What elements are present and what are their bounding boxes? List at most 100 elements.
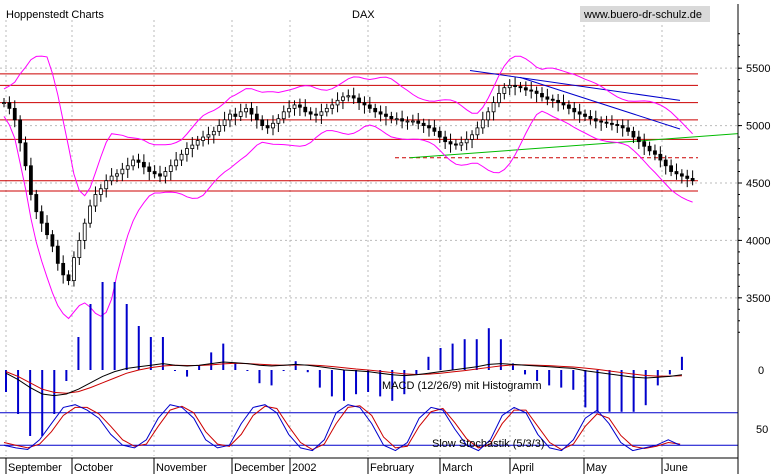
- macd-histogram-bar: [77, 337, 80, 370]
- candle-body: [502, 87, 507, 94]
- candle-body: [206, 134, 211, 138]
- macd-histogram-bar: [17, 370, 20, 414]
- macd-histogram-bar: [125, 304, 128, 370]
- candle-body: [324, 107, 329, 113]
- candle-body: [276, 118, 281, 124]
- candle-body: [599, 120, 604, 123]
- candle-body: [470, 134, 474, 140]
- macd-histogram-bar: [294, 361, 297, 370]
- macd-histogram-bar: [258, 370, 261, 384]
- macd-histogram-bar: [439, 348, 442, 370]
- candle-body: [674, 171, 679, 175]
- macd-histogram-bar: [379, 370, 382, 397]
- stoch-d-line: [3, 405, 681, 451]
- macd-histogram-bar: [89, 304, 92, 370]
- trend-line: [469, 69, 681, 101]
- candle-body: [550, 98, 555, 101]
- candle-body: [292, 104, 297, 109]
- candle-body: [217, 125, 222, 132]
- macd-histogram-bar: [234, 363, 237, 370]
- candle-body: [152, 171, 157, 175]
- candle-body: [518, 86, 523, 89]
- candle-body: [195, 140, 200, 146]
- candle-body: [77, 240, 82, 259]
- macd-histogram-bar: [161, 337, 164, 370]
- macd-histogram-bar: [113, 282, 116, 370]
- month-label: November: [156, 462, 207, 474]
- price-tick-label: 5500: [746, 63, 770, 75]
- candle-body: [658, 153, 663, 161]
- month-label: April: [512, 462, 534, 474]
- candle-body: [88, 205, 92, 224]
- candle-body: [179, 153, 184, 161]
- candle-body: [513, 85, 517, 87]
- macd-histogram-bar: [668, 370, 671, 375]
- candle-body: [141, 161, 146, 168]
- candle-body: [61, 262, 66, 276]
- candle-body: [233, 113, 238, 117]
- candle-body: [98, 188, 103, 195]
- macd-histogram-bar: [475, 339, 478, 370]
- macd-histogram-bar: [596, 370, 599, 412]
- candle-body: [249, 107, 254, 115]
- source-label: Hoppenstedt Charts: [6, 9, 104, 21]
- candle-body: [228, 113, 232, 121]
- macd-histogram-bar: [367, 370, 370, 392]
- candle-body: [367, 104, 372, 109]
- candle-body: [174, 159, 179, 167]
- candle-body: [28, 165, 33, 195]
- candle-body: [529, 89, 534, 92]
- candle-body: [523, 87, 528, 91]
- candle-body: [572, 107, 577, 113]
- candle-body: [39, 211, 44, 224]
- stochastic-panel: [0, 404, 738, 452]
- candle-body: [125, 165, 130, 170]
- candle-body: [131, 159, 136, 167]
- trend-line: [409, 133, 739, 159]
- candle-body: [147, 166, 152, 172]
- candle-body: [265, 125, 270, 129]
- candle-body: [2, 102, 6, 105]
- candle-body: [421, 122, 426, 126]
- candle-body: [647, 145, 652, 152]
- candle-body: [545, 96, 550, 100]
- candle-body: [454, 143, 458, 146]
- candle-body: [351, 95, 356, 99]
- candle-body: [631, 130, 636, 138]
- macd-histogram-bar: [524, 370, 527, 375]
- price-tick-label: 3500: [746, 293, 770, 305]
- candle-body: [297, 104, 302, 108]
- candle-body: [357, 97, 361, 104]
- candle-body: [566, 104, 571, 109]
- candle-body: [136, 159, 141, 163]
- candle-body: [588, 116, 593, 120]
- candle-body: [104, 180, 109, 190]
- candle-body: [23, 142, 28, 167]
- candle-body: [497, 93, 501, 104]
- bollinger-upper: [3, 55, 693, 197]
- trend-line: [519, 76, 681, 130]
- candle-body: [410, 120, 415, 123]
- candle-body: [610, 122, 614, 125]
- website-label: www.buero-dr-schulz.de: [583, 9, 702, 21]
- macd-histogram-bar: [644, 370, 647, 406]
- month-label: March: [442, 462, 473, 474]
- candle-body: [604, 121, 609, 124]
- macd-histogram-bar: [463, 339, 466, 370]
- candle-body: [583, 113, 587, 117]
- candle-body: [378, 111, 383, 115]
- candle-body: [163, 171, 168, 177]
- candle-body: [287, 107, 292, 113]
- candle-body: [443, 136, 448, 143]
- macd-histogram-bar: [342, 370, 345, 401]
- macd-histogram-bar: [222, 343, 225, 370]
- candle-body: [346, 95, 351, 98]
- candle-body: [185, 148, 189, 155]
- macd-histogram-bar: [186, 370, 189, 377]
- macd-signal-line: [5, 362, 682, 394]
- candle-body: [201, 136, 205, 141]
- axes: 5500 5000 4500 4000 3500 0 50 September October N…: [0, 4, 770, 474]
- macd-histogram-bar: [427, 356, 430, 370]
- candle-body: [685, 175, 690, 179]
